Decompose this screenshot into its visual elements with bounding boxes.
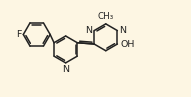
Text: OH: OH	[120, 39, 135, 48]
Text: N: N	[85, 26, 92, 35]
Text: N: N	[62, 65, 69, 74]
Text: F: F	[16, 30, 21, 39]
Text: N: N	[119, 26, 126, 35]
Text: CH₃: CH₃	[98, 12, 114, 21]
